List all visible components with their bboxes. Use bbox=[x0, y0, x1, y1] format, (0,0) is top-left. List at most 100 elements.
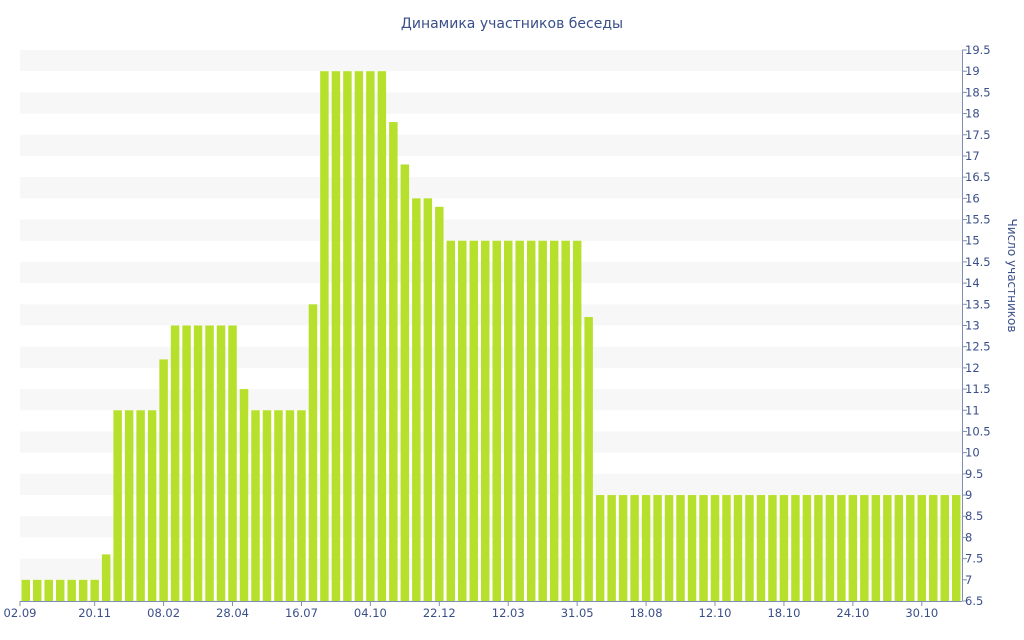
bar bbox=[320, 71, 329, 601]
y-tick-label: 9.5 bbox=[965, 467, 983, 481]
grid-band bbox=[20, 261, 962, 284]
bar-series bbox=[21, 71, 961, 602]
bar bbox=[584, 317, 593, 601]
bar bbox=[216, 325, 226, 601]
bar bbox=[435, 206, 444, 602]
grid-band bbox=[20, 304, 962, 326]
y-axis-ticks: 6.5 7 7.5 8 8.5 9 9.5 10 10.5 11 11.5 12 12.5 13 13.5 1… bbox=[962, 43, 991, 608]
bar bbox=[756, 495, 766, 601]
bar bbox=[159, 359, 168, 601]
y-tick-label: 12 bbox=[965, 361, 980, 375]
bar bbox=[768, 495, 777, 601]
bar bbox=[331, 71, 341, 601]
y-tick-label: 14 bbox=[965, 276, 980, 290]
bar bbox=[860, 495, 869, 601]
bar bbox=[400, 164, 410, 601]
bar bbox=[366, 71, 375, 601]
y-tick-label: 18.5 bbox=[965, 85, 991, 99]
bar bbox=[32, 579, 42, 601]
x-tick-label: 16.07 bbox=[285, 606, 318, 620]
grid-band bbox=[20, 50, 962, 72]
grid-band bbox=[20, 134, 962, 156]
y-tick-label: 10.5 bbox=[965, 424, 991, 438]
bar bbox=[239, 389, 249, 601]
bar bbox=[147, 410, 157, 601]
y-tick-label: 13 bbox=[965, 319, 980, 333]
bar bbox=[170, 325, 180, 601]
x-tick-label: 04.10 bbox=[354, 606, 387, 620]
grid-bands bbox=[20, 50, 962, 580]
bar bbox=[561, 240, 570, 601]
bar bbox=[101, 554, 111, 601]
x-tick-label: 02.09 bbox=[4, 606, 37, 620]
y-tick-label: 19 bbox=[965, 64, 980, 78]
bar bbox=[917, 495, 927, 601]
x-tick-label: 28.04 bbox=[216, 606, 249, 620]
bar bbox=[641, 495, 651, 601]
y-tick-label: 6.5 bbox=[965, 594, 983, 608]
y-tick-label: 11.5 bbox=[965, 382, 991, 396]
bar bbox=[503, 240, 513, 601]
bar bbox=[251, 410, 260, 601]
bar bbox=[412, 198, 421, 601]
bar bbox=[343, 71, 352, 601]
bar bbox=[538, 240, 547, 601]
bar bbox=[837, 495, 846, 601]
bar bbox=[377, 71, 387, 601]
bar bbox=[607, 495, 616, 601]
y-tick-label: 7 bbox=[965, 573, 972, 587]
bar bbox=[274, 410, 283, 601]
bar bbox=[952, 495, 961, 601]
bar bbox=[389, 122, 398, 602]
y-tick-label: 15.5 bbox=[965, 213, 991, 227]
bar bbox=[193, 325, 203, 601]
bar bbox=[618, 495, 628, 601]
bar bbox=[354, 71, 364, 601]
bar bbox=[90, 579, 99, 601]
y-tick-label: 13.5 bbox=[965, 297, 991, 311]
bar bbox=[745, 495, 754, 601]
bar bbox=[894, 495, 904, 601]
grid-band bbox=[20, 219, 962, 241]
bar bbox=[802, 495, 812, 601]
y-tick-label: 17 bbox=[965, 149, 980, 163]
bar bbox=[791, 495, 800, 601]
bar bbox=[779, 495, 789, 601]
x-axis-ticks: 02.09 20.11 08.02 28.04 16.07 04.10 22.12 12.03… bbox=[4, 601, 938, 620]
y-tick-label: 12.5 bbox=[965, 340, 991, 354]
bar bbox=[481, 240, 490, 601]
bar bbox=[308, 304, 318, 601]
bar bbox=[630, 495, 639, 601]
bar bbox=[124, 410, 134, 601]
bar bbox=[676, 495, 685, 601]
y-tick-label: 14.5 bbox=[965, 255, 991, 269]
bar bbox=[492, 240, 501, 601]
bar bbox=[228, 325, 237, 601]
bar bbox=[699, 495, 708, 601]
y-tick-label: 18 bbox=[965, 107, 980, 121]
y-tick-label: 10 bbox=[965, 446, 980, 460]
bar bbox=[906, 495, 915, 601]
x-tick-label: 30.10 bbox=[905, 606, 938, 620]
bar bbox=[929, 495, 938, 601]
bar bbox=[653, 495, 662, 601]
grid-band bbox=[20, 177, 962, 199]
y-tick-label: 16 bbox=[965, 191, 980, 205]
bar bbox=[687, 495, 697, 601]
x-tick-label: 12.03 bbox=[492, 606, 525, 620]
bar bbox=[572, 240, 582, 601]
grid-band bbox=[20, 346, 962, 368]
y-tick-label: 15 bbox=[965, 234, 980, 248]
y-tick-label: 7.5 bbox=[965, 552, 983, 566]
bar bbox=[67, 579, 76, 601]
bar bbox=[44, 579, 53, 601]
bar bbox=[871, 495, 881, 601]
bar bbox=[515, 240, 524, 601]
bar bbox=[446, 240, 456, 601]
bar bbox=[710, 495, 720, 601]
bar bbox=[205, 325, 214, 601]
bar bbox=[182, 325, 191, 601]
bar bbox=[883, 495, 892, 601]
